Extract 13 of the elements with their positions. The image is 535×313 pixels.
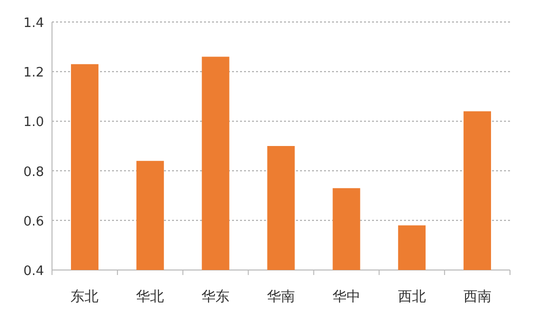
x-tick-label: 西北 bbox=[398, 289, 426, 305]
y-tick-label: 1.0 bbox=[23, 115, 44, 130]
x-tick-label: 东北 bbox=[70, 289, 99, 305]
y-tick-label: 1.4 bbox=[23, 16, 44, 31]
y-tick-label: 0.6 bbox=[23, 214, 44, 230]
y-tick-label: 0.4 bbox=[23, 264, 44, 279]
y-tick-label: 0.8 bbox=[23, 164, 44, 180]
y-tick-label: 1.2 bbox=[23, 66, 44, 81]
x-tick-label: 华北 bbox=[136, 289, 164, 305]
x-tick-label: 西南 bbox=[463, 289, 492, 305]
x-tick-label: 华南 bbox=[267, 289, 295, 305]
x-tick-label: 华中 bbox=[332, 289, 360, 305]
x-tick-label: 华东 bbox=[202, 289, 230, 305]
